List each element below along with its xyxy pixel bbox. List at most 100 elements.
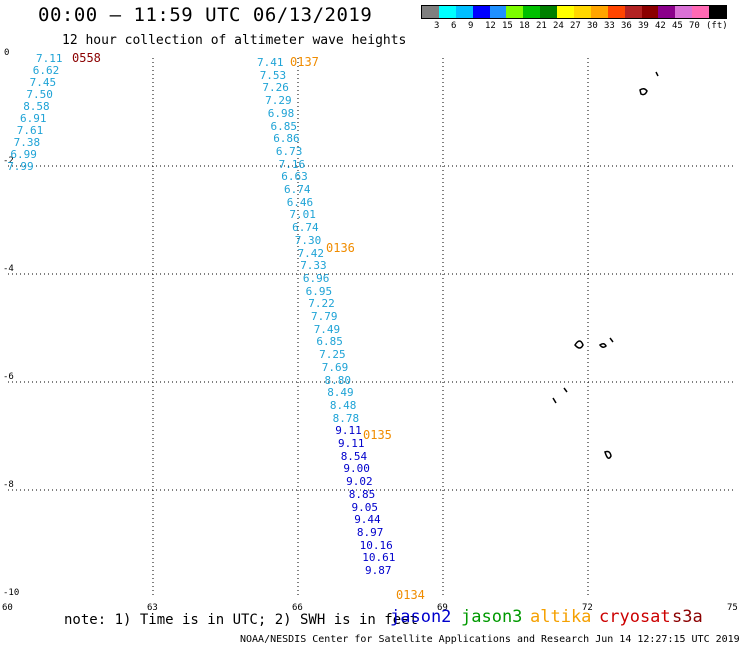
island-coastline bbox=[574, 340, 584, 349]
wave-height-value: 8.49 bbox=[327, 386, 354, 400]
wave-height-value: 9.00 bbox=[343, 462, 370, 476]
x-tick-label: 75 bbox=[727, 603, 738, 613]
legend-jason2: jason2 bbox=[390, 607, 452, 627]
color-swatch bbox=[557, 6, 575, 18]
wave-height-value: 7.50 bbox=[26, 88, 53, 101]
color-scale-label: 70 bbox=[689, 21, 700, 31]
y-tick-label: -10 bbox=[3, 588, 20, 598]
wave-height-value: 7.99 bbox=[7, 160, 34, 173]
y-tick-label: -4 bbox=[3, 264, 14, 274]
color-scale-label: 45 bbox=[672, 21, 683, 31]
pass-time-label: 0136 bbox=[326, 241, 355, 255]
color-swatch bbox=[692, 6, 710, 18]
color-scale-label: 18 bbox=[519, 21, 530, 31]
wave-height-value: 8.80 bbox=[324, 373, 352, 387]
wave-height-value: 6.63 bbox=[281, 170, 308, 184]
wave-height-value: 9.02 bbox=[346, 475, 373, 489]
color-scale-bar bbox=[421, 5, 727, 19]
wave-height-value: 7.49 bbox=[313, 322, 341, 336]
pass-time-label: 0558 bbox=[72, 51, 101, 65]
color-swatch bbox=[675, 6, 693, 18]
wave-height-value: 6.74 bbox=[292, 221, 319, 235]
wave-height-value: 7.38 bbox=[13, 136, 41, 149]
wave-height-value: 6.46 bbox=[286, 195, 314, 209]
wave-height-value: 7.29 bbox=[265, 94, 292, 108]
pass-time-label: 0135 bbox=[363, 428, 392, 442]
units-note: note: 1) Time is in UTC; 2) SWH is in fe… bbox=[64, 612, 419, 628]
color-scale-label: 42 bbox=[655, 21, 666, 31]
legend-cryosat: cryosat bbox=[599, 607, 671, 627]
color-swatch bbox=[455, 6, 473, 18]
color-scale-label: 30 bbox=[587, 21, 598, 31]
wave-height-value: 8.85 bbox=[348, 487, 376, 501]
y-tick-label: 0 bbox=[4, 48, 10, 58]
island-coastline bbox=[604, 450, 612, 459]
pass-time-label: 0137 bbox=[290, 55, 319, 69]
y-tick-label: -8 bbox=[3, 480, 14, 490]
wave-height-value: 8.78 bbox=[332, 411, 360, 425]
wave-height-value: 9.05 bbox=[351, 500, 379, 514]
color-swatch bbox=[540, 6, 558, 18]
color-swatch bbox=[590, 6, 608, 18]
wave-height-value: 6.99 bbox=[10, 148, 37, 161]
color-swatch bbox=[523, 6, 541, 18]
color-swatch bbox=[422, 6, 439, 18]
wave-height-value: 6.74 bbox=[284, 183, 311, 196]
color-swatch bbox=[574, 6, 591, 18]
wave-height-value: 7.61 bbox=[16, 124, 44, 137]
wave-height-value: 10.16 bbox=[359, 538, 393, 552]
island-coastline bbox=[563, 387, 568, 393]
wave-height-value: 6.91 bbox=[20, 112, 47, 125]
wave-height-value: 6.73 bbox=[275, 144, 303, 158]
legend-altika: altika bbox=[530, 607, 592, 627]
wave-height-value: 7.41 bbox=[257, 56, 284, 69]
wave-height-value: 9.11 bbox=[335, 424, 362, 438]
island-coastline bbox=[639, 87, 648, 96]
island-coastline bbox=[598, 342, 607, 349]
wave-height-value: 6.62 bbox=[32, 64, 60, 77]
wave-height-value: 6.86 bbox=[273, 132, 300, 146]
color-swatch bbox=[624, 6, 642, 18]
wave-height-value: 7.33 bbox=[300, 259, 327, 273]
color-scale-label: 36 bbox=[621, 21, 632, 31]
x-tick-label: 72 bbox=[582, 603, 593, 613]
color-scale-label: (ft) bbox=[706, 21, 728, 31]
wave-height-value: 9.87 bbox=[365, 564, 392, 577]
wave-height-value: 7.45 bbox=[29, 76, 57, 89]
wave-height-value: 8.97 bbox=[356, 525, 384, 539]
color-scale-label: 12 bbox=[485, 21, 496, 31]
wave-height-value: 8.48 bbox=[329, 398, 357, 412]
island-coastline bbox=[609, 337, 614, 343]
x-tick-label: 63 bbox=[147, 603, 158, 613]
color-swatch bbox=[472, 6, 490, 18]
wave-height-value: 6.85 bbox=[270, 119, 298, 133]
wave-height-value: 7.11 bbox=[36, 52, 63, 65]
y-tick-label: -2 bbox=[3, 156, 14, 166]
wave-height-value: 7.26 bbox=[262, 81, 289, 95]
map-subtitle: 12 hour collection of altimeter wave hei… bbox=[62, 33, 407, 48]
wave-height-value: 8.58 bbox=[23, 100, 50, 113]
wave-height-value: 7.30 bbox=[294, 233, 322, 247]
color-scale-label: 6 bbox=[451, 21, 457, 31]
wave-height-value: 7.16 bbox=[278, 157, 306, 171]
color-scale-label: 9 bbox=[468, 21, 474, 31]
x-tick-label: 69 bbox=[437, 603, 448, 613]
color-scale-label: 15 bbox=[502, 21, 513, 31]
map-title: 00:00 – 11:59 UTC 06/13/2019 bbox=[38, 4, 373, 26]
wave-height-value: 7.01 bbox=[289, 208, 316, 222]
wave-height-value: 7.79 bbox=[311, 310, 338, 323]
color-scale-label: 3 bbox=[434, 21, 440, 31]
color-swatch bbox=[489, 6, 507, 18]
wave-height-value: 8.54 bbox=[340, 449, 368, 463]
color-scale-label: 33 bbox=[604, 21, 615, 31]
color-swatch bbox=[709, 6, 727, 18]
wave-height-value: 6.85 bbox=[316, 335, 343, 349]
pass-time-label: 0134 bbox=[396, 588, 425, 602]
wave-height-value: 7.42 bbox=[297, 246, 325, 260]
color-swatch bbox=[506, 6, 524, 18]
footer-credit: NOAA/NESDIS Center for Satellite Applica… bbox=[240, 634, 740, 645]
island-coastline bbox=[552, 397, 557, 404]
y-tick-label: -6 bbox=[3, 372, 14, 382]
color-scale-label: 24 bbox=[553, 21, 564, 31]
